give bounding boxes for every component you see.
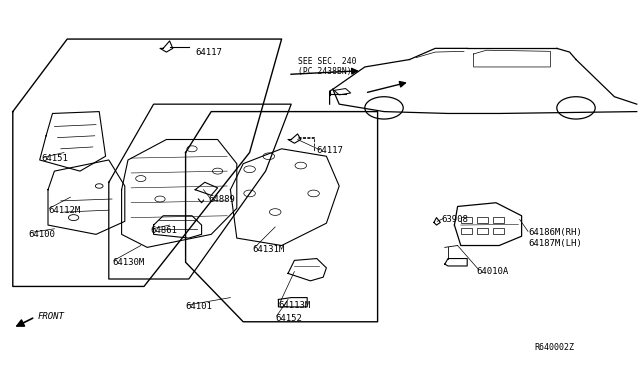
Text: 64131M: 64131M: [253, 245, 285, 254]
Text: 64112M: 64112M: [48, 206, 80, 215]
Text: SEE SEC. 240
(PC 2438BN): SEE SEC. 240 (PC 2438BN): [298, 57, 356, 76]
Text: 64186M(RH): 64186M(RH): [528, 228, 582, 237]
Bar: [477, 217, 488, 223]
Text: 64151: 64151: [42, 154, 68, 163]
Bar: [461, 228, 472, 234]
Text: 64117: 64117: [317, 146, 344, 155]
Text: 64113M: 64113M: [278, 301, 310, 310]
Text: 64117: 64117: [195, 48, 222, 57]
Text: 64187M(LH): 64187M(LH): [528, 239, 582, 248]
Bar: [477, 228, 488, 234]
Text: 63908: 63908: [442, 215, 468, 224]
Bar: [493, 217, 504, 223]
Bar: [461, 217, 472, 223]
Text: FRONT: FRONT: [37, 312, 64, 321]
Text: 64010A: 64010A: [477, 267, 509, 276]
Text: R640002Z: R640002Z: [534, 343, 575, 352]
Text: 64130M: 64130M: [112, 258, 144, 267]
Bar: [493, 228, 504, 234]
Text: 64889: 64889: [208, 195, 235, 203]
Text: 64101: 64101: [186, 302, 212, 311]
Text: 64861: 64861: [150, 226, 177, 235]
Text: 64100: 64100: [29, 230, 56, 239]
Text: 64152: 64152: [275, 314, 302, 323]
